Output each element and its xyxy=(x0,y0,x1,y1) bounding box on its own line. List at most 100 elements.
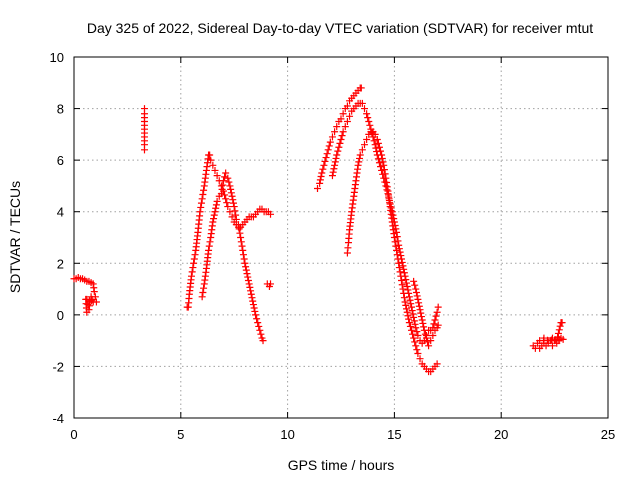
data-point-segment-3a xyxy=(189,264,197,272)
data-point-segment-4c xyxy=(409,330,417,338)
data-point-segment-4b xyxy=(371,141,379,149)
data-point-segment-3a xyxy=(209,161,217,169)
y-tick-label: -4 xyxy=(52,411,64,426)
data-point-segment-3b xyxy=(227,185,235,193)
data-point-segment-3a xyxy=(198,195,206,203)
data-point-segment-5 xyxy=(555,326,563,334)
data-point-segment-4c xyxy=(400,294,408,302)
y-tick-label: 0 xyxy=(57,308,64,323)
data-point-segment-4b xyxy=(339,128,347,136)
data-point-segment-3a xyxy=(200,186,208,194)
data-point-segment-4c xyxy=(433,360,441,368)
data-point-segment-3b xyxy=(227,189,235,197)
data-point-segment-3b xyxy=(242,263,250,271)
data-point-segment-3a xyxy=(267,210,275,218)
data-point-segment-5 xyxy=(554,329,562,337)
data-point-segment-4d xyxy=(414,295,422,303)
data-point-segment-4a xyxy=(357,84,365,92)
data-point-segment-3a xyxy=(222,195,230,203)
data-point-segment-4c xyxy=(405,315,413,323)
data-point-segment-4c xyxy=(382,174,390,182)
data-point-segment-4a xyxy=(331,128,339,136)
data-point-segment-4d xyxy=(416,306,424,314)
data-point-segment-3a xyxy=(224,203,232,211)
data-point-segment-4b xyxy=(398,258,406,266)
data-point-segment-3b xyxy=(212,204,220,212)
data-point-segment-4d xyxy=(415,299,423,307)
data-point-segment-4b xyxy=(430,320,438,328)
data-point-segment-3b xyxy=(205,242,213,250)
data-point-segment-3b xyxy=(244,276,252,284)
data-point-segment-4d xyxy=(424,338,432,346)
data-point-segment-3b xyxy=(210,211,218,219)
data-point-segment-1 xyxy=(89,298,97,306)
y-tick-label: 4 xyxy=(57,205,64,220)
data-point-segment-4c xyxy=(383,183,391,191)
data-point-segment-4c xyxy=(411,338,419,346)
data-point-segment-4b xyxy=(407,303,415,311)
data-point-segment-4b xyxy=(434,303,442,311)
x-tick-label: 20 xyxy=(494,427,508,442)
data-point-segment-3b xyxy=(238,242,246,250)
data-point-segment-3b xyxy=(236,229,244,237)
data-point-segment-4a xyxy=(325,142,333,150)
data-point-segment-3b xyxy=(251,307,259,315)
x-tick-label: 0 xyxy=(70,427,77,442)
data-point-segment-4b xyxy=(331,158,339,166)
data-point-segment-4b xyxy=(406,296,414,304)
y-tick-label: 2 xyxy=(57,256,64,271)
data-point-segment-4b xyxy=(410,317,418,325)
data-point-segment-4c xyxy=(393,251,401,259)
data-point-segment-4b xyxy=(338,132,346,140)
y-tick-label: 8 xyxy=(57,102,64,117)
data-point-segment-3b xyxy=(241,259,249,267)
data-point-segment-3b xyxy=(200,284,208,292)
data-point-segment-5 xyxy=(548,342,556,350)
data-point-segment-4b xyxy=(330,165,338,173)
data-point-segment-3b xyxy=(226,182,234,190)
data-point-segment-3b xyxy=(229,199,237,207)
data-point-segment-3b xyxy=(232,215,240,223)
data-point-segment-4b xyxy=(341,123,349,131)
data-point-segment-4b xyxy=(403,282,411,290)
data-point-segment-4c xyxy=(413,346,421,354)
data-point-segment-4d xyxy=(425,342,433,350)
data-point-segment-3a xyxy=(197,199,205,207)
data-point-segment-3c xyxy=(267,280,275,288)
data-point-segment-4d xyxy=(417,309,425,317)
data-point-segment-1 xyxy=(90,288,98,296)
data-point-segment-4c xyxy=(398,281,406,289)
data-point-segment-5 xyxy=(558,319,566,327)
data-point-segment-5 xyxy=(554,333,562,341)
data-point-segment-4c xyxy=(377,147,385,155)
data-point-segment-3b xyxy=(239,246,247,254)
data-point-segment-4c xyxy=(416,355,424,363)
data-point-segment-3b xyxy=(221,173,229,181)
data-point-segment-4c xyxy=(407,326,415,334)
data-point-segment-4b xyxy=(405,293,413,301)
data-point-segment-3b xyxy=(243,270,251,278)
data-point-segment-4b xyxy=(432,312,440,320)
data-point-segment-3b xyxy=(237,234,245,241)
tick-labels: 0 5 10 15 20 25 -4 -2 0 2 4 6 8 10 xyxy=(50,50,616,442)
data-point-segment-4b xyxy=(366,121,374,129)
data-point-segment-4a xyxy=(337,115,345,123)
data-point-segment-4b xyxy=(333,151,341,159)
data-point-segment-4a xyxy=(339,110,347,118)
y-tick-label: -2 xyxy=(52,359,64,374)
data-point-segment-3b xyxy=(232,211,240,219)
axis-ticks xyxy=(73,56,609,419)
data-point-segment-4b xyxy=(402,276,410,284)
data-point-segment-3a xyxy=(187,272,195,280)
data-point-segment-4b xyxy=(363,110,371,118)
data-point-segment-4a xyxy=(317,172,325,180)
grid xyxy=(74,57,608,418)
data-point-segment-4c xyxy=(358,146,366,154)
data-point-segment-4b xyxy=(411,320,419,328)
data-point-segment-4b xyxy=(346,112,354,120)
data-point-segment-4a xyxy=(316,176,324,184)
data-point-segment-4b xyxy=(400,265,408,273)
data-point-segment-4d xyxy=(429,331,437,339)
data-point-segment-4b xyxy=(399,262,407,270)
data-point-segment-3b xyxy=(212,201,220,209)
